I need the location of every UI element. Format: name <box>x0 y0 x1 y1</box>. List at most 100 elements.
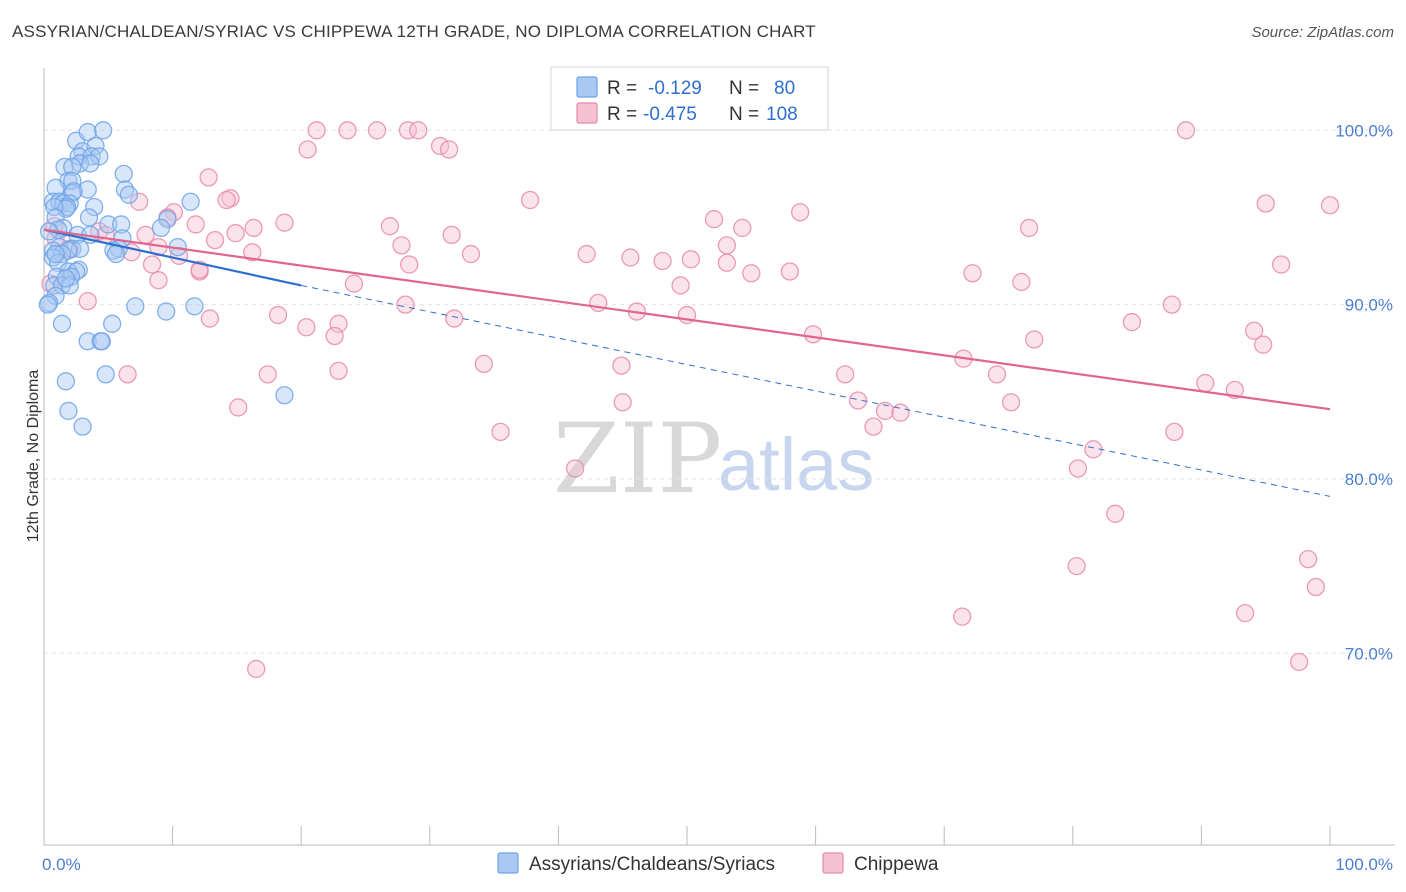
gridlines <box>44 129 1395 654</box>
x-tick-label-min: 0.0% <box>42 855 81 874</box>
watermark-atlas: atlas <box>718 423 874 506</box>
point-chippewa <box>217 190 236 210</box>
point-assyrians <box>38 295 58 314</box>
point-chippewa <box>742 264 761 283</box>
point-chippewa <box>780 262 800 281</box>
point-chippewa <box>1306 577 1326 597</box>
point-chippewa <box>396 295 415 314</box>
point-chippewa <box>409 121 428 140</box>
point-assyrians <box>81 154 100 173</box>
point-assyrians <box>185 297 204 316</box>
legend-n-value-1: 80 <box>774 78 795 99</box>
point-assyrians <box>63 157 82 177</box>
legend-r-value-1: -0.129 <box>648 78 702 99</box>
bottom-legend-swatch-blue <box>497 852 519 874</box>
legend-r-label-2: R = <box>607 104 637 125</box>
point-assyrians <box>70 239 90 258</box>
legend-swatch-pink <box>576 102 598 124</box>
point-chippewa <box>491 422 510 442</box>
legend: R = -0.129 N = 80 R = -0.475 N = 108 <box>550 66 829 131</box>
point-chippewa <box>577 244 596 264</box>
point-assyrians <box>119 185 139 204</box>
bottom-legend-label-assyrians: Assyrians/Chaldeans/Syriacs <box>529 854 775 875</box>
point-chippewa <box>367 121 387 140</box>
point-assyrians <box>151 218 171 238</box>
point-chippewa <box>1162 295 1181 314</box>
data-points <box>38 121 1340 679</box>
point-chippewa <box>717 253 737 272</box>
point-chippewa <box>244 218 263 238</box>
point-chippewa <box>1122 312 1142 332</box>
point-chippewa <box>1253 335 1273 354</box>
point-chippewa <box>186 215 205 234</box>
point-assyrians <box>79 208 99 227</box>
point-assyrians <box>78 180 97 199</box>
point-assyrians <box>59 401 78 421</box>
point-assyrians <box>99 215 118 234</box>
point-chippewa <box>1067 556 1086 576</box>
point-assyrians <box>114 164 133 184</box>
point-chippewa <box>325 326 344 346</box>
point-chippewa <box>1001 393 1021 412</box>
legend-swatch-blue <box>576 76 598 98</box>
point-assyrians <box>86 136 105 156</box>
point-chippewa <box>275 213 294 232</box>
point-chippewa <box>380 217 400 236</box>
point-chippewa <box>200 309 220 328</box>
point-assyrians <box>46 244 65 264</box>
point-chippewa <box>118 365 137 384</box>
point-chippewa <box>338 121 357 140</box>
point-chippewa <box>149 271 168 290</box>
point-chippewa <box>229 398 248 417</box>
point-chippewa <box>474 354 493 374</box>
point-chippewa <box>243 243 262 262</box>
point-chippewa <box>987 365 1007 384</box>
trend-lines <box>43 228 1331 497</box>
x-tick-label-max: 100.0% <box>1335 855 1393 874</box>
source-attribution: Source: ZipAtlas.com <box>1251 24 1394 41</box>
point-chippewa <box>461 244 481 264</box>
bottom-legend-swatch-pink <box>822 852 844 874</box>
chart-title: ASSYRIAN/CHALDEAN/SYRIAC VS CHIPPEWA 12T… <box>12 22 816 41</box>
point-chippewa <box>791 203 810 222</box>
trend-line-chippewa <box>43 228 1331 411</box>
point-chippewa <box>612 356 631 375</box>
point-assyrians <box>69 147 88 166</box>
bottom-legend-label-chippewa: Chippewa <box>854 854 939 875</box>
point-chippewa <box>1271 255 1291 274</box>
point-chippewa <box>258 365 277 384</box>
point-chippewa <box>671 276 690 295</box>
y-tick-label: 90.0% <box>1345 296 1393 315</box>
point-assyrians <box>96 365 115 384</box>
point-chippewa <box>733 218 752 238</box>
watermark-zip: ZIP <box>553 403 722 515</box>
point-chippewa <box>1289 652 1309 672</box>
point-chippewa <box>445 309 464 328</box>
point-chippewa <box>953 607 972 626</box>
point-chippewa <box>1298 549 1318 569</box>
point-chippewa <box>439 140 459 159</box>
point-assyrians <box>112 215 131 234</box>
legend-n-label-1: N = <box>729 78 759 99</box>
point-chippewa <box>392 236 411 255</box>
point-chippewa <box>226 223 245 243</box>
point-chippewa <box>1019 218 1039 238</box>
point-chippewa <box>1244 321 1264 340</box>
point-chippewa <box>717 236 737 255</box>
point-chippewa <box>190 260 209 279</box>
point-chippewa <box>307 121 326 140</box>
point-chippewa <box>329 361 348 381</box>
point-chippewa <box>442 225 461 245</box>
point-chippewa <box>621 248 640 267</box>
point-chippewa <box>130 192 149 211</box>
point-chippewa <box>864 417 883 436</box>
point-chippewa <box>297 318 316 337</box>
point-chippewa <box>836 365 855 384</box>
y-axis-label: 12th Grade, No Diploma <box>25 370 42 543</box>
point-chippewa <box>681 250 701 269</box>
point-chippewa <box>268 305 288 325</box>
y-tick-label: 80.0% <box>1345 470 1393 489</box>
point-chippewa <box>398 121 418 140</box>
point-chippewa <box>1235 604 1255 623</box>
